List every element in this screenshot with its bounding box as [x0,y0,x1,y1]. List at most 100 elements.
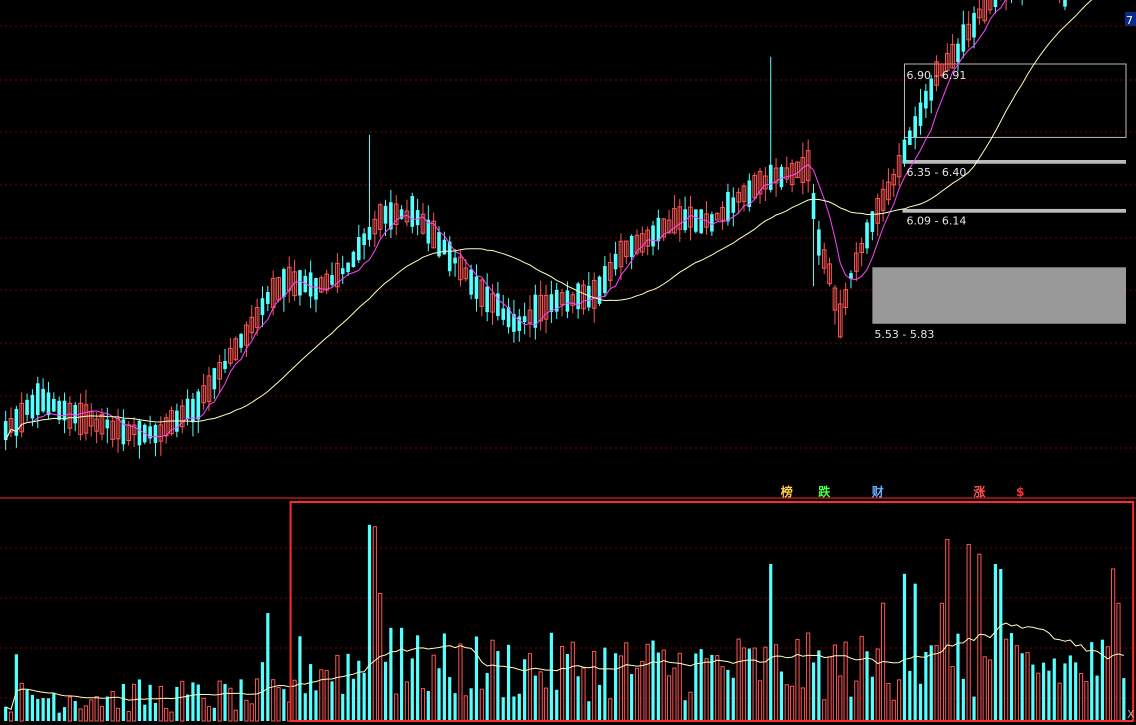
volume-bar [4,706,8,721]
candle-body [41,388,45,412]
volume-bar [121,683,125,721]
volume-bar [351,678,356,721]
candle-body [613,253,618,270]
candle-body [672,208,677,234]
volume-bar [8,711,14,722]
candle-body [340,268,345,275]
price-zone-label: 5.53 - 5.83 [874,328,934,341]
volume-bar [99,706,105,722]
volume-bar [699,649,703,721]
candle-body [821,249,827,269]
candle-body [837,303,843,338]
candle-body [714,212,720,221]
volume-bar [469,688,473,721]
volume-bar [549,632,553,721]
volume-bar [426,690,430,721]
candle-body [795,161,800,178]
event-tag[interactable]: $ [1016,485,1024,499]
volume-bar [255,678,260,722]
candle-body [966,23,971,41]
candle-body [587,285,591,308]
event-tag[interactable]: 榜 [781,484,793,499]
volume-bar [266,613,270,721]
volume-bar [496,651,500,721]
volume-bar [555,689,559,721]
candle-body [266,292,270,304]
candle-body [62,400,67,421]
candle-body [859,243,864,253]
candle-body [710,214,714,232]
volume-bar [603,647,607,721]
volume-bar [902,573,907,721]
candle-body [485,286,489,313]
volume-bar [726,669,730,721]
candle-body [469,269,473,295]
volume-bar [929,645,933,721]
volume-bar [298,636,302,721]
candle-body [720,206,725,221]
volume-bar [153,702,158,721]
candle-body [747,180,752,207]
candle-body [763,175,768,190]
candle-body [99,413,105,435]
volume-bar [870,676,874,721]
volume-bar [587,701,591,721]
candle-body [741,185,747,202]
candle-body [367,226,372,240]
event-tag[interactable]: 跌 [818,484,831,499]
candle-body [351,251,356,268]
candle-body [843,289,848,309]
candle-body [490,293,495,313]
volume-bar [485,673,489,721]
candle-body [308,272,313,297]
volume-bar [148,684,152,721]
candle-body [163,417,169,437]
moving-averages [5,0,1093,441]
candle-body [559,292,565,306]
candle-body [865,222,869,249]
candle-body [88,411,94,427]
candle-body [431,220,436,249]
panel-control-button[interactable]: X [1127,708,1135,721]
volume-bar [25,689,29,721]
candle-body [191,398,195,423]
volume-bar [223,683,227,721]
ma-slow-line [5,0,1093,441]
candle-body [666,219,672,234]
candle-body [538,294,543,322]
volume-bar [1031,664,1035,721]
volume-bar [14,654,18,721]
volume-bar [383,661,388,721]
candle-body [811,193,816,219]
volume-bar [1095,675,1099,721]
candle-body [640,233,645,253]
volume-bar [78,708,83,722]
price-zone-label: 6.35 - 6.40 [906,166,966,179]
volume-bar [244,699,249,722]
event-tag[interactable]: 涨 [973,484,985,499]
candle-body [46,392,51,416]
candle-body [67,402,73,429]
volume-bar [817,650,821,721]
event-tag[interactable]: 财 [871,484,884,499]
candle-body [179,405,185,428]
volume-bar [865,651,869,721]
candle-body [330,275,334,285]
volume-bar [330,681,334,721]
volume-bar [1063,663,1067,721]
candle-body [993,0,998,8]
candle-body [137,420,142,446]
candle-body [683,209,687,231]
volume-bar [212,707,216,721]
volume-ma-line [5,622,1124,711]
candle-body [581,284,586,310]
volume-bar [523,659,527,721]
volume-bar [30,694,35,721]
volume-bar [52,693,56,721]
candle-body [324,273,329,291]
ma-fast-line [5,0,1006,441]
volume-bar [73,701,77,721]
volume-bar [972,696,976,721]
candle-body [458,256,463,281]
candle-body [94,418,99,432]
